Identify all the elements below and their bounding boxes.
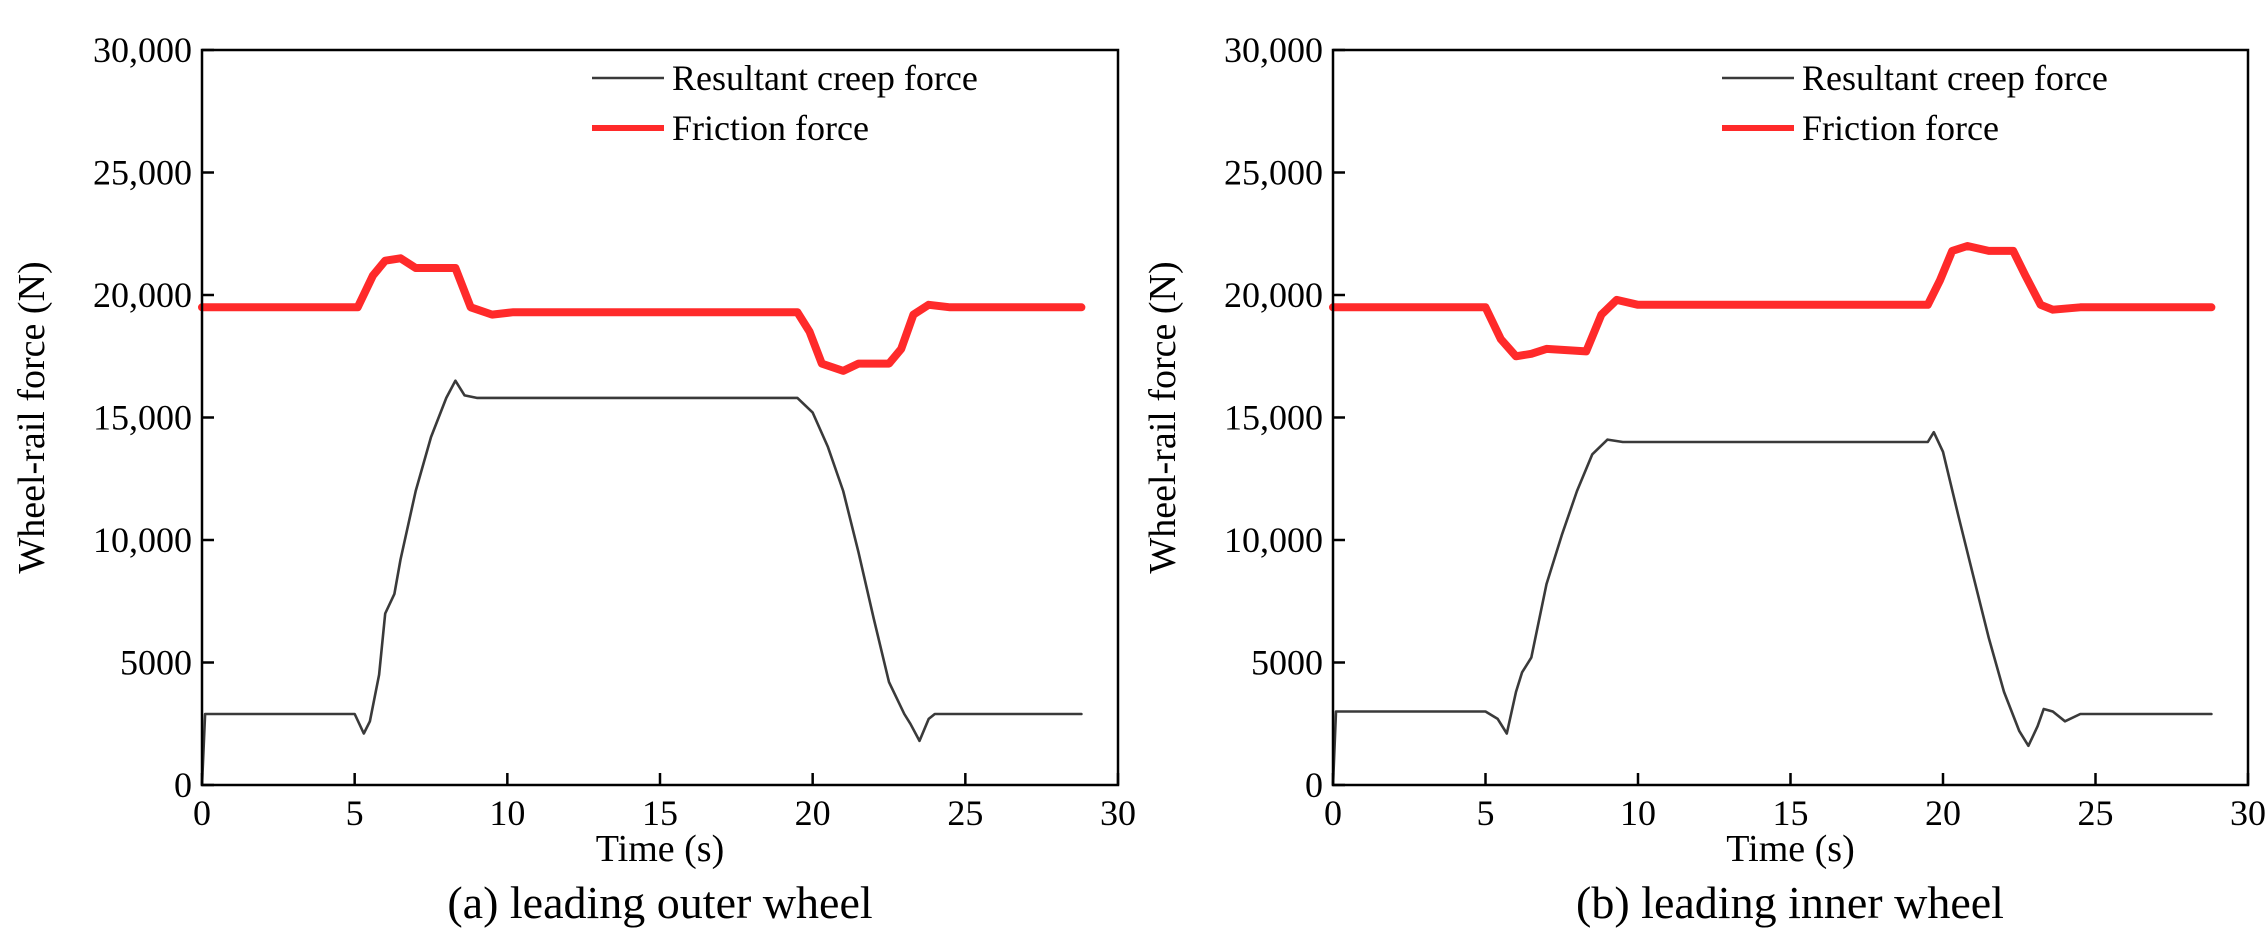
y-tick-label: 20,000 [93,275,192,315]
x-tick-label: 30 [1100,793,1136,833]
y-tick-label: 25,000 [93,153,192,193]
legend-label-friction: Friction force [1802,108,1999,148]
x-tick-label: 5 [1477,793,1495,833]
x-tick-label: 5 [346,793,364,833]
y-axis-title: Wheel-rail force (N) [11,261,53,573]
x-tick-label: 20 [795,793,831,833]
x-tick-label: 10 [1620,793,1656,833]
panel-caption: (a) leading outer wheel [447,877,872,928]
x-tick-label: 15 [1773,793,1809,833]
panel-caption: (b) leading inner wheel [1576,877,2004,928]
y-axis-title: Wheel-rail force (N) [1142,261,1184,573]
x-axis-title: Time (s) [1726,828,1854,870]
y-tick-label: 10,000 [93,520,192,560]
y-tick-label: 20,000 [1224,275,1323,315]
legend-label-creep: Resultant creep force [1802,58,2108,98]
x-tick-label: 0 [1324,793,1342,833]
legend-label-creep: Resultant creep force [672,58,978,98]
legend-label-friction: Friction force [672,108,869,148]
chart-panel-b: 0 5 10 15 20 25 30 0 5000 10,000 15,000 20,000 25,00… [1142,30,2265,928]
x-axis-title: Time (s) [596,828,724,870]
chart-panel-a: 0 5 10 15 20 25 30 0 5000 10,000 15,000 20,000 25,00… [11,30,1136,928]
x-tick-label: 10 [489,793,525,833]
plot-frame [1331,48,2250,787]
y-tick-label: 15,000 [93,398,192,438]
y-tick-label: 15,000 [1224,398,1323,438]
x-tick-label: 0 [193,793,211,833]
y-tick-label: 30,000 [93,30,192,70]
y-tick-label: 0 [1305,765,1323,805]
y-tick-label: 10,000 [1224,520,1323,560]
x-tick-label: 25 [2078,793,2114,833]
friction-force-line [1329,242,2216,361]
plot-frame [200,48,1120,787]
x-tick-label: 25 [947,793,983,833]
x-tick-label: 30 [2230,793,2265,833]
x-tick-label: 20 [1925,793,1961,833]
y-tick-label: 0 [174,765,192,805]
resultant-creep-force-line [200,379,1083,787]
y-tick-label: 5000 [1251,643,1323,683]
resultant-creep-force-line [1331,430,2213,787]
y-tick-label: 5000 [120,643,192,683]
y-tick-label: 30,000 [1224,30,1323,70]
friction-force-line [198,254,1086,375]
x-tick-label: 15 [642,793,678,833]
y-tick-label: 25,000 [1224,153,1323,193]
